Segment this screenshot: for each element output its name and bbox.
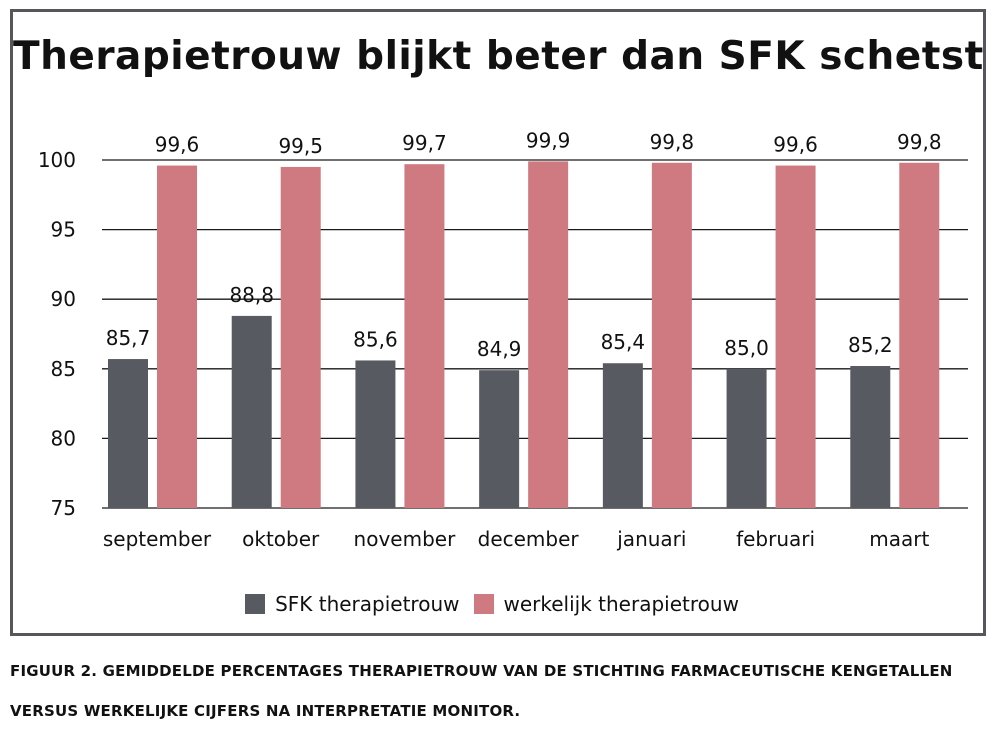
legend-swatch-werkelijk <box>473 594 494 614</box>
x-category-label: maart <box>869 527 929 551</box>
x-category-label: september <box>103 527 212 551</box>
data-label: 99,6 <box>773 133 818 157</box>
bar-werkelijk <box>280 166 321 508</box>
x-category-label: januari <box>616 527 686 551</box>
bar-werkelijk <box>775 165 816 508</box>
y-tick-label: 95 <box>51 218 76 242</box>
data-label: 85,4 <box>601 330 646 354</box>
y-tick-label: 75 <box>51 496 76 520</box>
bar-werkelijk <box>528 161 569 508</box>
bar-sfk <box>479 370 520 508</box>
legend-item-werkelijk: werkelijk therapietrouw <box>473 592 739 616</box>
bar-werkelijk <box>157 165 197 508</box>
bar-sfk <box>850 366 891 508</box>
bar-sfk <box>602 363 643 508</box>
bar-sfk <box>108 359 148 508</box>
data-label: 85,7 <box>106 326 151 350</box>
x-category-label: december <box>478 527 580 551</box>
data-label: 99,8 <box>897 130 942 154</box>
data-label: 88,8 <box>229 283 274 307</box>
data-label: 85,2 <box>848 333 893 357</box>
bar-sfk <box>726 368 767 508</box>
bar-sfk <box>355 360 396 508</box>
data-label: 99,8 <box>650 130 695 154</box>
y-tick-label: 90 <box>51 287 76 311</box>
x-category-label: oktober <box>242 527 320 551</box>
data-label: 84,9 <box>477 337 522 361</box>
x-category-label: november <box>354 527 457 551</box>
y-tick-label: 100 <box>38 148 76 172</box>
data-label: 99,7 <box>402 131 447 155</box>
figure-caption-line-2: VERSUS WERKELIJKE CIJFERS NA INTERPRETAT… <box>10 702 521 720</box>
y-tick-label: 80 <box>51 426 76 450</box>
bar-werkelijk <box>651 162 692 508</box>
y-tick-label: 85 <box>51 357 76 381</box>
data-label: 99,5 <box>278 134 323 158</box>
data-label: 99,6 <box>155 133 200 157</box>
x-category-label: februari <box>736 527 815 551</box>
legend-label-sfk: SFK therapietrouw <box>275 592 460 616</box>
bar-chart-plot: 75 80 85 90 95 100 85,7 99,6 september 88,8 99,5 ok… <box>38 128 968 551</box>
data-label: 99,9 <box>526 128 571 152</box>
legend-swatch-sfk <box>245 594 266 614</box>
bar-werkelijk <box>404 164 445 508</box>
data-label: 85,0 <box>724 336 769 360</box>
figure-caption-line-1: FIGUUR 2. GEMIDDELDE PERCENTAGES THERAPI… <box>10 662 953 680</box>
data-label: 85,6 <box>353 327 398 351</box>
bar-werkelijk <box>899 162 940 508</box>
bar-sfk <box>231 315 272 508</box>
legend: SFK therapietrouw werkelijk therapietrou… <box>7 592 977 616</box>
legend-label-werkelijk: werkelijk therapietrouw <box>503 592 739 616</box>
chart-title: Therapietrouw blijkt beter dan SFK schet… <box>13 34 984 79</box>
legend-item-sfk: SFK therapietrouw <box>245 592 460 616</box>
